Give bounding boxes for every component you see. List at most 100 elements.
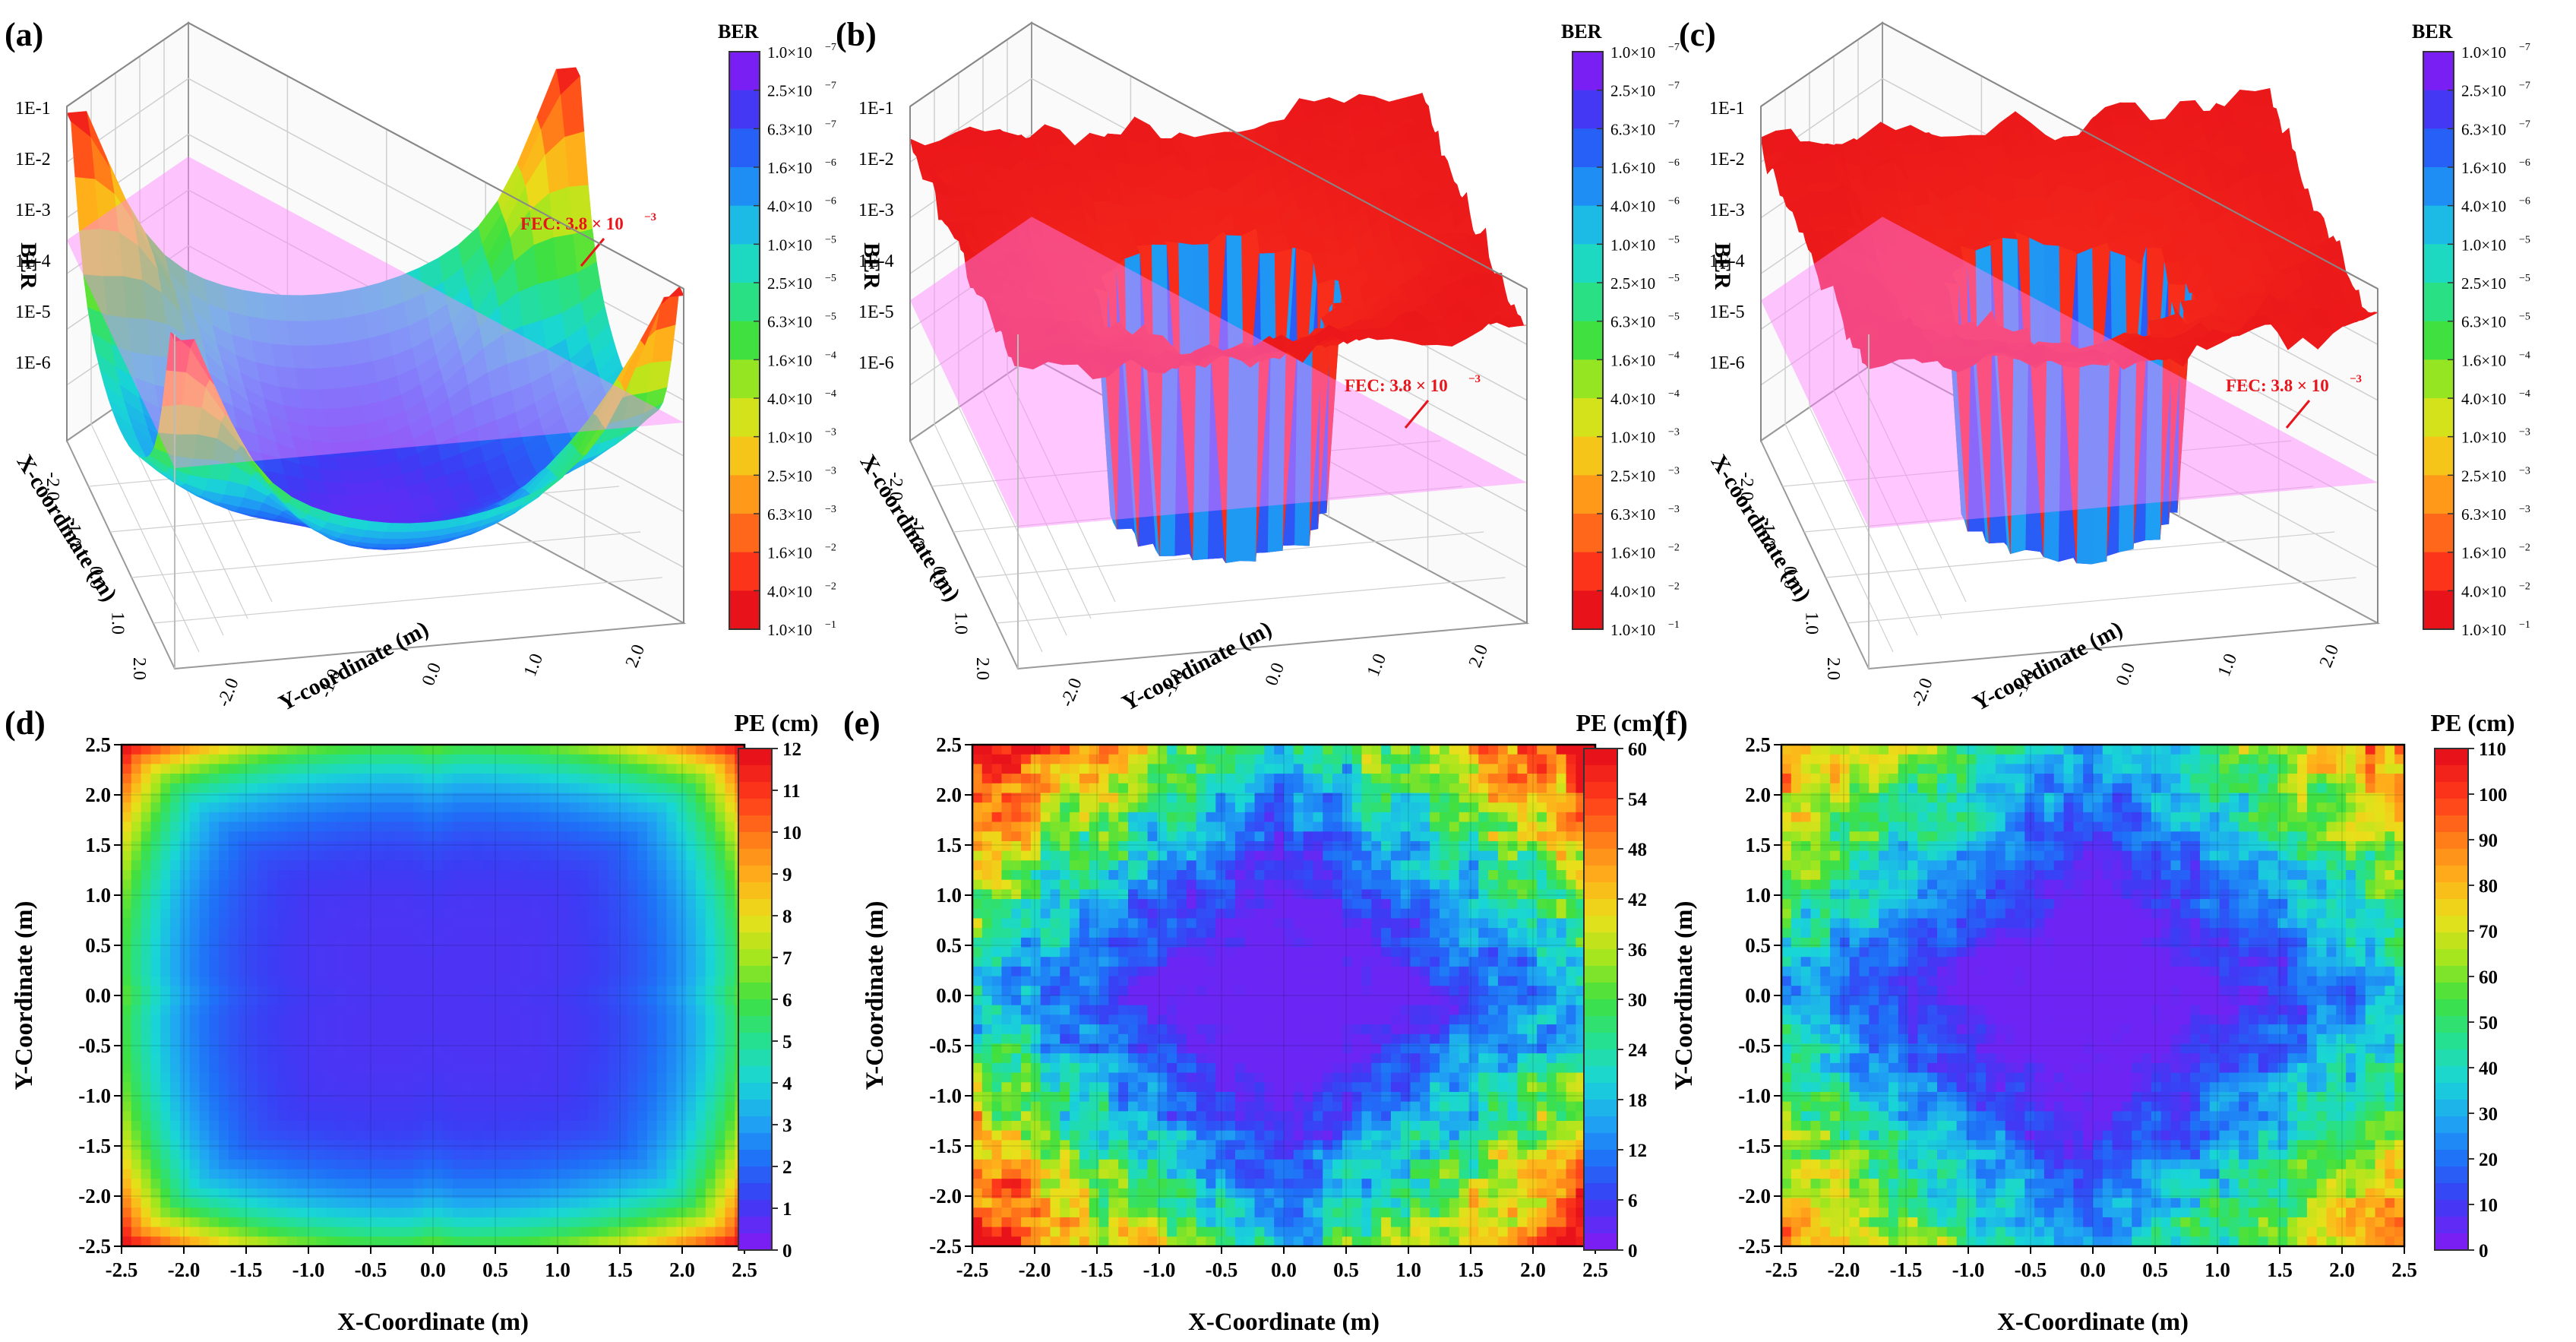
heatmap-cell xyxy=(228,1130,239,1141)
colorbar-swatch xyxy=(2423,475,2454,514)
heatmap-cell xyxy=(394,889,405,900)
heatmap-cell xyxy=(423,879,434,890)
heatmap-cell xyxy=(384,966,395,977)
heatmap-cell xyxy=(131,793,142,803)
heatmap-cell xyxy=(345,1179,356,1189)
heatmap-cell xyxy=(131,1188,142,1199)
heatmap-cell xyxy=(228,1121,239,1132)
heatmap-cell xyxy=(131,1101,142,1112)
heatmap-cell xyxy=(189,928,201,938)
heatmap-cell xyxy=(238,966,249,977)
heatmap-cell xyxy=(141,1111,152,1122)
heatmap-cell xyxy=(413,774,424,784)
heatmap-cell xyxy=(267,764,278,774)
heatmap-cell xyxy=(316,1005,327,1015)
heatmap-cell xyxy=(316,1236,327,1247)
heatmap-cell xyxy=(209,1053,220,1064)
heatmap-cell xyxy=(365,1130,375,1141)
heatmap-cell xyxy=(345,764,356,774)
colorbar-label: 4.0×10 xyxy=(2461,390,2506,408)
heatmap-cell xyxy=(345,928,356,938)
heatmap-cell xyxy=(199,957,210,967)
heatmap-cell xyxy=(355,783,365,794)
colorbar-swatch xyxy=(2423,283,2454,322)
heatmap-cell xyxy=(141,1043,152,1054)
heatmap-cell xyxy=(219,937,229,948)
colorbar-label-exponent: −7 xyxy=(2519,81,2530,92)
heatmap-cell xyxy=(413,1236,424,1247)
heatmap-cell xyxy=(286,802,298,813)
heatmap-cell xyxy=(122,966,132,977)
heatmap-cell xyxy=(248,918,258,929)
heatmap-cell xyxy=(277,1140,288,1151)
heatmap-cell xyxy=(189,860,201,871)
heatmap-cell xyxy=(384,1159,395,1170)
heatmap-cell xyxy=(189,1198,201,1208)
fec-label: FEC: 3.8 × 10 xyxy=(1345,376,1448,395)
heatmap-cell xyxy=(160,899,171,910)
heatmap-cell xyxy=(131,831,142,842)
heatmap-cell xyxy=(122,947,132,957)
heatmap-cell xyxy=(141,957,152,967)
heatmap-cell xyxy=(228,1226,239,1237)
heatmap-cell xyxy=(413,995,424,1006)
panel-3-heatmap: (d)-2.5 -2.0 -1.5 -1.0 -0.5 0.0 0.5 1.0 1.5 2.0 2.… xyxy=(5,704,819,1336)
heatmap-cell xyxy=(306,1207,317,1218)
heatmap-cell xyxy=(131,754,142,764)
heatmap-cell xyxy=(219,1024,229,1035)
heatmap-cell xyxy=(326,870,337,881)
heatmap-cell xyxy=(209,889,220,900)
heatmap-cell xyxy=(141,1226,152,1237)
heatmap-cell xyxy=(238,908,249,919)
heatmap-cell xyxy=(170,1150,181,1160)
heatmap-cell xyxy=(160,918,171,929)
heatmap-cell xyxy=(258,889,268,900)
heatmap-cell xyxy=(150,879,161,890)
heatmap-cell xyxy=(423,908,434,919)
heatmap-cell xyxy=(160,908,171,919)
heatmap-cell xyxy=(355,889,365,900)
heatmap-cell xyxy=(316,764,327,774)
heatmap-cell xyxy=(286,1033,298,1045)
heatmap-cell xyxy=(267,957,278,967)
colorbar-label: 1.0×10 xyxy=(2461,429,2506,447)
heatmap-cell xyxy=(413,860,424,871)
heatmap-cell xyxy=(189,1217,201,1228)
colorbar-label: 4.0×10 xyxy=(767,198,812,216)
heatmap-cell xyxy=(179,1159,191,1170)
heatmap-cell xyxy=(413,1121,424,1132)
heatmap-cell xyxy=(179,1091,191,1103)
heatmap-cell xyxy=(160,821,171,832)
heatmap-cell xyxy=(179,908,191,919)
heatmap-cell xyxy=(384,783,395,794)
heatmap-cell xyxy=(248,850,258,861)
heatmap-cell xyxy=(345,1150,356,1160)
colorbar-swatch xyxy=(1572,283,1603,322)
heatmap-cell xyxy=(160,928,171,938)
heatmap-cell xyxy=(365,870,375,881)
heatmap-cell xyxy=(394,1121,405,1132)
heatmap-cell xyxy=(286,1226,298,1237)
heatmap-cell xyxy=(238,1033,249,1045)
heatmap-cell xyxy=(306,783,317,794)
colorbar-label-exponent: −2 xyxy=(825,543,836,554)
heatmap-cell xyxy=(219,793,229,803)
heatmap-cell xyxy=(150,1188,161,1199)
heatmap-cell xyxy=(189,966,201,977)
heatmap-cell xyxy=(170,1005,181,1015)
heatmap-cell xyxy=(131,774,142,784)
heatmap-cell xyxy=(413,764,424,774)
heatmap-cell xyxy=(248,1207,258,1218)
heatmap-cell xyxy=(258,1159,268,1170)
heatmap-cell xyxy=(258,937,268,948)
heatmap-cell xyxy=(296,840,308,852)
heatmap-cell xyxy=(326,928,337,938)
heatmap-cell xyxy=(277,1226,288,1237)
heatmap-cell xyxy=(375,1188,385,1199)
heatmap-cell xyxy=(277,889,288,900)
colorbar-label: 1.6×10 xyxy=(2461,544,2506,562)
heatmap-cell xyxy=(296,1082,308,1093)
heatmap-cell xyxy=(296,850,308,861)
heatmap-cell xyxy=(296,831,308,842)
colorbar-label-exponent: −3 xyxy=(825,465,836,476)
